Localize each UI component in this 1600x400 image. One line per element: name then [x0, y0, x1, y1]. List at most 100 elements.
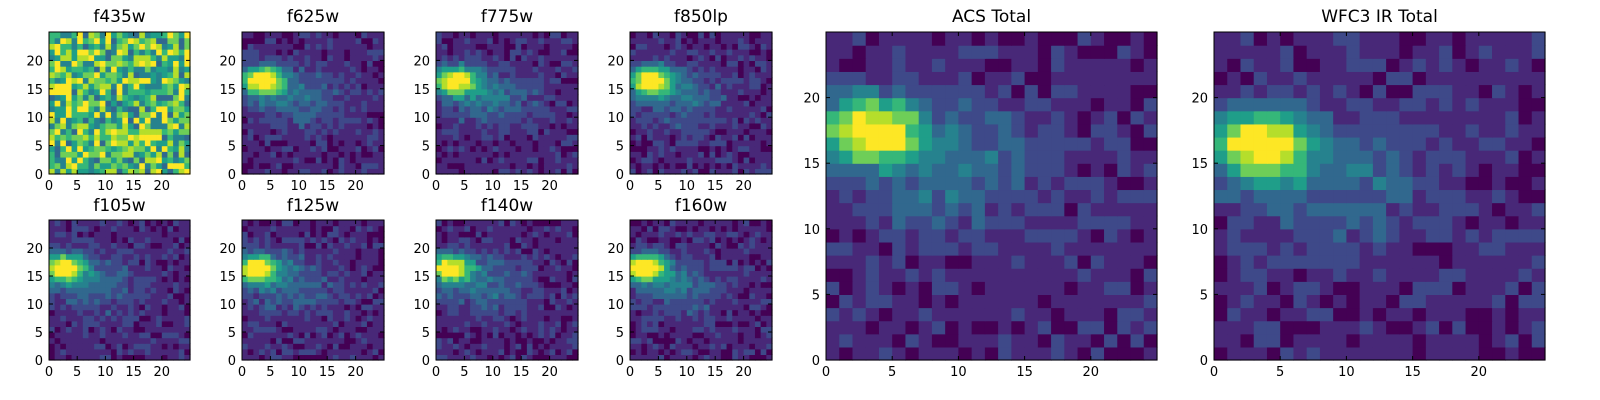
heatmap-cell — [116, 309, 123, 316]
heatmap-cell — [150, 248, 157, 255]
heatmap-cell — [436, 242, 443, 249]
heatmap-cell — [264, 71, 271, 79]
heatmap-cell — [88, 151, 95, 158]
heatmap-cell — [698, 88, 705, 96]
heatmap-cell — [77, 298, 84, 305]
heatmap-cell — [436, 332, 443, 339]
heatmap-cell — [99, 276, 106, 283]
heatmap-cell — [71, 88, 78, 96]
heatmap-cell — [549, 298, 556, 305]
heatmap-cell — [122, 264, 129, 271]
heatmap-cell — [566, 83, 573, 90]
heatmap-cell — [635, 309, 642, 316]
heatmap-cell — [355, 145, 362, 152]
heatmap-cell — [720, 60, 728, 67]
heatmap-cell — [276, 37, 283, 44]
heatmap-cell — [658, 37, 665, 44]
heatmap-cell — [332, 270, 340, 277]
heatmap-cell — [453, 298, 460, 305]
heatmap-cell — [150, 292, 157, 299]
heatmap-cell — [82, 83, 90, 90]
heatmap-cell — [105, 320, 112, 327]
heatmap-cell — [133, 242, 140, 249]
heatmap-cell — [737, 60, 745, 67]
heatmap-cell — [366, 315, 374, 322]
heatmap-cell — [259, 309, 266, 316]
heatmap-cell — [760, 134, 767, 141]
heatmap-cell — [498, 248, 505, 255]
heatmap-cell — [184, 354, 191, 361]
heatmap-cell — [281, 88, 289, 96]
heatmap-cell — [378, 220, 385, 227]
heatmap-cell — [664, 128, 671, 135]
heatmap-cell — [88, 276, 95, 283]
heatmap-cell — [447, 292, 454, 299]
heatmap-cell — [436, 259, 443, 266]
heatmap-cell — [532, 315, 539, 322]
heatmap-cell — [481, 105, 488, 113]
heatmap-cell — [321, 248, 328, 255]
heatmap-cell — [737, 281, 745, 288]
heatmap-cell — [509, 117, 517, 124]
heatmap-cell — [481, 32, 488, 39]
heatmap-cell — [532, 326, 539, 333]
heatmap-cell — [481, 343, 488, 350]
heatmap-cell — [344, 117, 351, 124]
heatmap-cell — [49, 287, 56, 294]
heatmap-cell — [349, 332, 357, 339]
heatmap-cell — [566, 71, 573, 79]
heatmap-cell — [242, 122, 249, 130]
heatmap-cell — [630, 320, 637, 327]
heatmap-cell — [681, 66, 688, 73]
heatmap-cell — [692, 168, 699, 175]
heatmap-cell — [692, 111, 699, 118]
heatmap-cell — [641, 315, 648, 322]
heatmap-cell — [641, 276, 648, 283]
heatmap-cell — [720, 83, 728, 90]
heatmap-cell — [94, 66, 101, 73]
heatmap-cell — [65, 231, 73, 238]
heatmap-cell — [139, 236, 146, 243]
heatmap-cell — [99, 309, 106, 316]
heatmap-cell — [366, 225, 374, 232]
heatmap-cell — [144, 66, 152, 73]
heatmap-cell — [720, 100, 728, 107]
heatmap-cell — [88, 111, 95, 118]
heatmap-cell — [144, 122, 152, 130]
heatmap-cell — [122, 354, 129, 361]
heatmap-cell — [470, 32, 477, 39]
heatmap-cell — [543, 60, 551, 67]
heatmap-cell — [532, 156, 539, 164]
heatmap-cell — [630, 71, 637, 79]
heatmap-cell — [139, 304, 146, 311]
heatmap-cell — [669, 139, 677, 147]
heatmap-cell — [470, 66, 477, 73]
heatmap-cell — [698, 66, 705, 73]
heatmap-cell — [458, 343, 465, 350]
heatmap-cell — [99, 354, 106, 361]
heatmap-cell — [652, 49, 659, 56]
heatmap-cell — [492, 122, 500, 130]
heatmap-cell — [65, 326, 73, 333]
heatmap-cell — [49, 145, 56, 152]
heatmap-cell — [349, 49, 357, 56]
heatmap-cell — [453, 43, 460, 50]
heatmap-cell — [566, 281, 573, 288]
heatmap-cell — [732, 105, 739, 113]
heatmap-cell — [675, 287, 682, 294]
heatmap-cell — [566, 354, 573, 361]
heatmap-cell — [49, 162, 56, 169]
heatmap-cell — [361, 60, 368, 67]
heatmap-cell — [178, 220, 185, 227]
heatmap-cell — [99, 83, 106, 90]
heatmap-cell — [304, 156, 311, 164]
heatmap-cell — [349, 37, 357, 44]
heatmap-cell — [555, 77, 562, 84]
heatmap-cell — [641, 332, 648, 339]
heatmap-cell — [270, 276, 277, 283]
heatmap-cell — [349, 66, 357, 73]
heatmap-cell — [139, 77, 146, 84]
heatmap-cell — [504, 292, 511, 299]
heatmap-cell — [749, 77, 756, 84]
heatmap-cell — [298, 248, 306, 255]
